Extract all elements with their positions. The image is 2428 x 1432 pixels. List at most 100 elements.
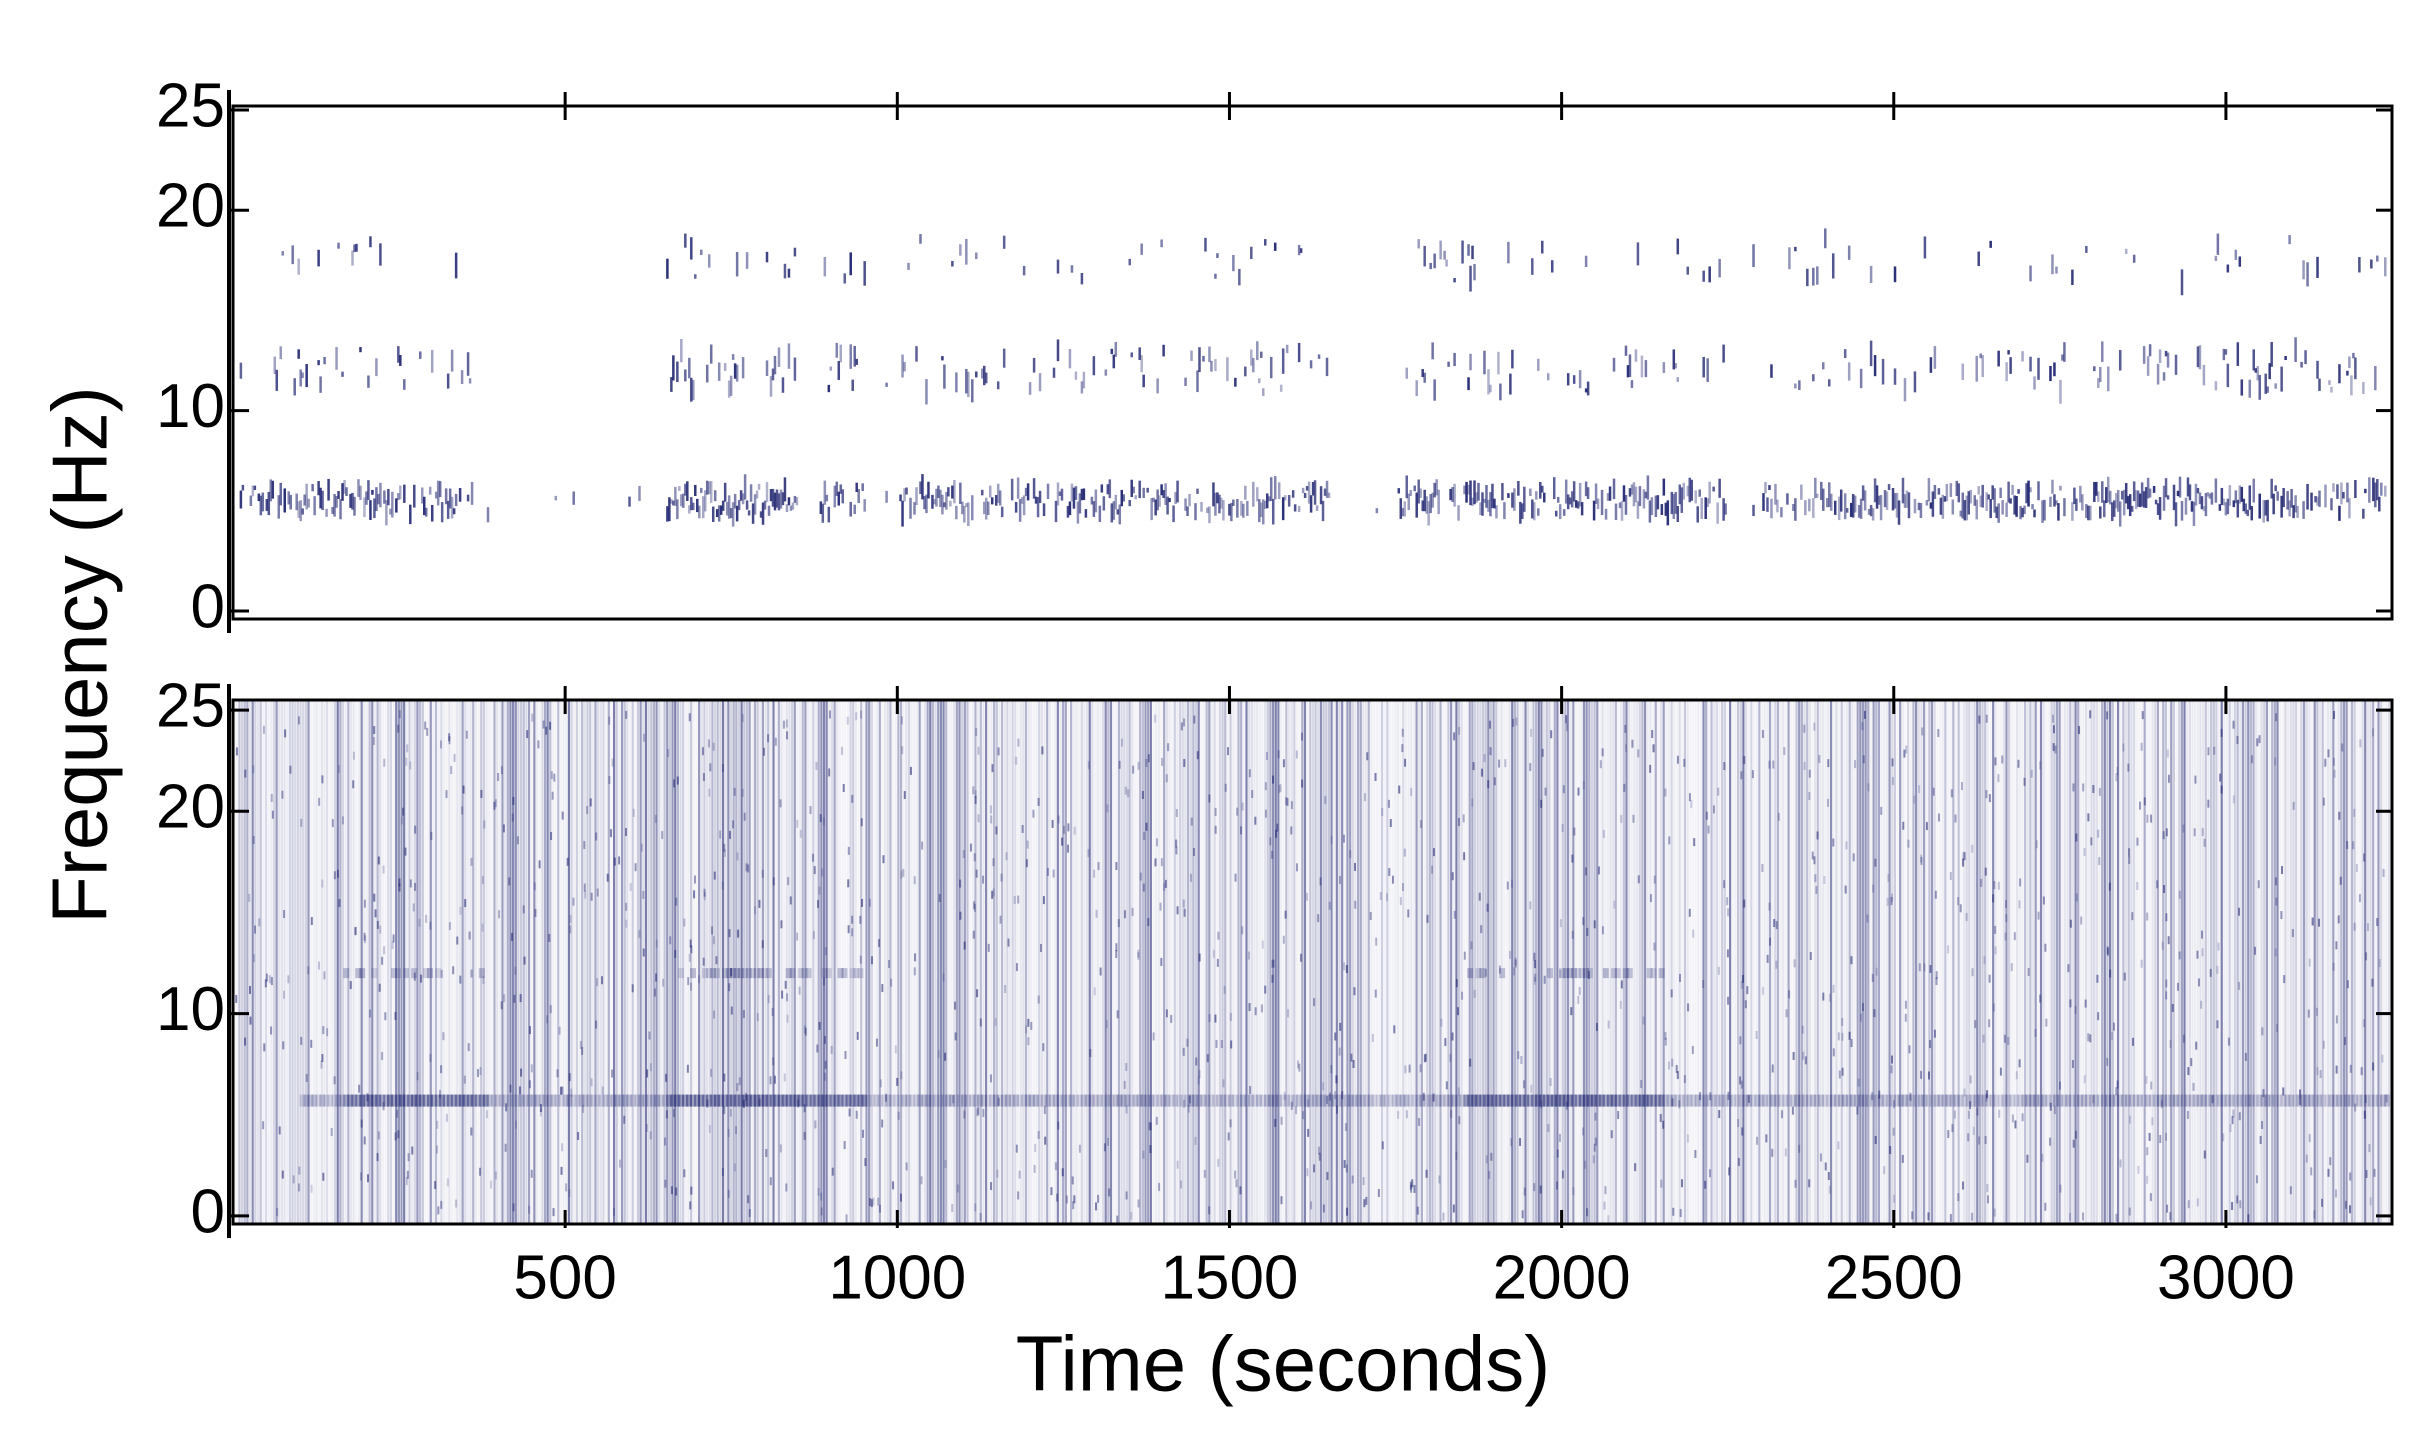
speckle <box>824 1060 827 1069</box>
speckle <box>798 986 801 995</box>
column <box>1806 700 1809 1224</box>
column <box>570 700 573 1224</box>
band <box>2348 1094 2355 1107</box>
streak <box>1092 356 1096 376</box>
speckle <box>1295 750 1298 759</box>
speckle <box>687 977 690 986</box>
band <box>1032 1094 1039 1107</box>
streak <box>2332 483 2335 492</box>
speckle <box>1453 732 1456 741</box>
column <box>2055 700 2059 1224</box>
streak <box>702 496 705 519</box>
streak <box>2059 485 2062 491</box>
band <box>331 1094 338 1107</box>
speckle <box>318 797 321 806</box>
speckle <box>1431 865 1434 874</box>
speckle <box>1093 869 1096 878</box>
streak <box>305 364 308 388</box>
column <box>1202 700 1206 1224</box>
band <box>2065 1094 2072 1107</box>
streak <box>1114 341 1118 357</box>
speckle <box>1768 902 1771 911</box>
band <box>562 1094 569 1107</box>
column <box>1505 700 1509 1224</box>
band <box>945 1094 952 1107</box>
band <box>1271 1094 1278 1107</box>
speckle <box>2059 1184 2062 1193</box>
column <box>1248 700 1251 1224</box>
band <box>2140 1094 2147 1107</box>
column <box>1341 700 1344 1224</box>
speckle <box>468 931 471 940</box>
speckle <box>2074 1006 2077 1015</box>
speckle <box>1176 906 1179 915</box>
speckle <box>847 925 850 934</box>
band <box>1339 1094 1346 1107</box>
column <box>2361 700 2364 1224</box>
speckle <box>2315 1007 2318 1016</box>
column <box>990 700 993 1224</box>
speckle <box>1959 904 1962 913</box>
streak <box>2188 484 2192 501</box>
column <box>1904 700 1907 1224</box>
speckle <box>773 1075 776 1084</box>
band <box>1343 1094 1350 1107</box>
speckle <box>1116 1010 1119 1019</box>
speckle <box>1420 820 1423 829</box>
speckle <box>2338 811 2341 820</box>
band <box>1566 1094 1573 1107</box>
band <box>1511 1094 1518 1107</box>
column <box>1564 700 1567 1224</box>
streak <box>1281 497 1285 521</box>
streak <box>1168 498 1171 503</box>
column <box>2159 700 2162 1224</box>
speckle <box>631 984 634 993</box>
column <box>1752 700 1756 1224</box>
speckle <box>1050 1187 1053 1196</box>
speckle <box>982 1109 985 1118</box>
speckle <box>2365 1169 2368 1178</box>
speckle <box>1490 1152 1493 1161</box>
column <box>267 700 270 1224</box>
band <box>1140 1094 1147 1107</box>
speckle <box>2333 769 2336 778</box>
column <box>1349 700 1352 1224</box>
band <box>2029 1094 2036 1107</box>
speckle <box>1515 717 1518 726</box>
speckle <box>534 908 537 917</box>
speckle <box>1808 792 1811 801</box>
speckle <box>440 969 443 978</box>
streak <box>2033 509 2036 518</box>
speckle <box>384 1012 387 1021</box>
band <box>1295 1094 1302 1107</box>
band <box>2049 1094 2056 1107</box>
speckle <box>1426 914 1429 923</box>
column <box>1240 700 1243 1224</box>
band <box>1527 1094 1534 1107</box>
column <box>1625 700 1628 1224</box>
streak <box>2180 501 2184 521</box>
streak <box>1463 485 1466 495</box>
column <box>1426 700 1429 1224</box>
streak <box>333 493 336 517</box>
speckle <box>2344 1200 2347 1209</box>
speckle <box>1432 848 1435 857</box>
speckle <box>655 939 658 948</box>
column <box>2225 700 2229 1224</box>
speckle <box>860 818 863 827</box>
streak <box>1405 367 1409 379</box>
speckle <box>1203 1169 1206 1178</box>
speckle <box>847 879 850 888</box>
band <box>857 968 864 979</box>
speckle <box>1565 723 1568 732</box>
speckle <box>1089 1049 1092 1058</box>
streak <box>2021 507 2024 518</box>
band <box>2156 1094 2163 1107</box>
column <box>1372 700 1376 1224</box>
band <box>841 1094 848 1107</box>
speckle <box>1739 1036 1742 1045</box>
column <box>488 700 491 1224</box>
band <box>1941 1094 1948 1107</box>
streak <box>1550 260 1554 273</box>
speckle <box>320 1060 323 1069</box>
